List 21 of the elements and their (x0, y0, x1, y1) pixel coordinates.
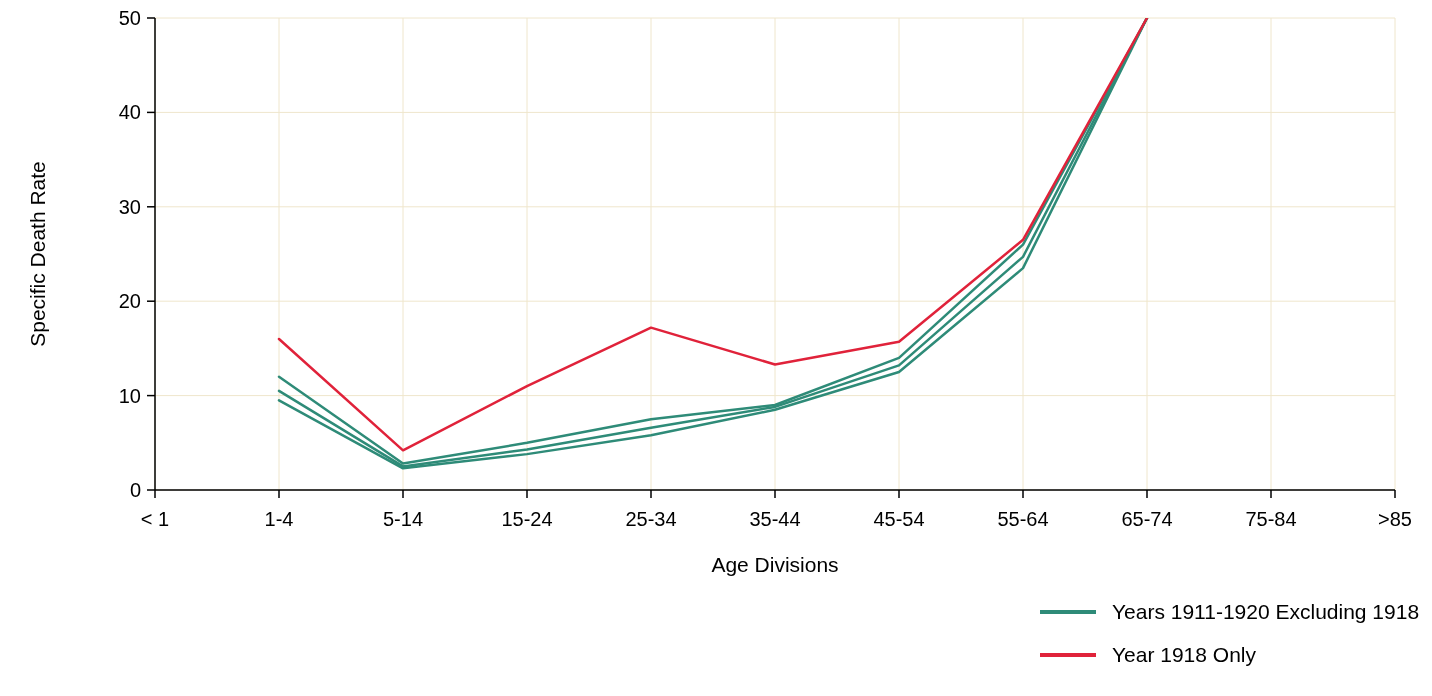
x-tick-label: 75-84 (1245, 508, 1297, 530)
y-tick-label: 30 (118, 195, 141, 218)
x-tick-label: 5-14 (382, 508, 424, 530)
y-tick-label: 0 (129, 479, 141, 501)
y-axis-title: Specific Death Rate (26, 161, 49, 347)
legend-label: Year 1918 Only (1112, 643, 1257, 667)
x-tick-label: >85 (1378, 508, 1412, 530)
y-tick-label: 10 (118, 384, 141, 407)
x-tick-label: 65-74 (1121, 508, 1173, 530)
x-tick-label: < 1 (140, 508, 170, 530)
y-tick-label: 20 (118, 290, 141, 313)
x-axis-title: Age Divisions (711, 553, 839, 576)
x-tick-label: 55-64 (997, 508, 1049, 530)
legend-label: Years 1911-1920 Excluding 1918 (1112, 600, 1420, 624)
x-tick-label: 45-54 (873, 508, 925, 530)
x-tick-label: 25-34 (625, 508, 677, 530)
x-tick-label: 1-4 (264, 508, 294, 530)
x-tick-label: 15-24 (501, 508, 553, 530)
y-tick-label: 40 (118, 101, 141, 124)
y-tick-label: 50 (118, 7, 141, 29)
x-tick-label: 35-44 (749, 508, 801, 530)
